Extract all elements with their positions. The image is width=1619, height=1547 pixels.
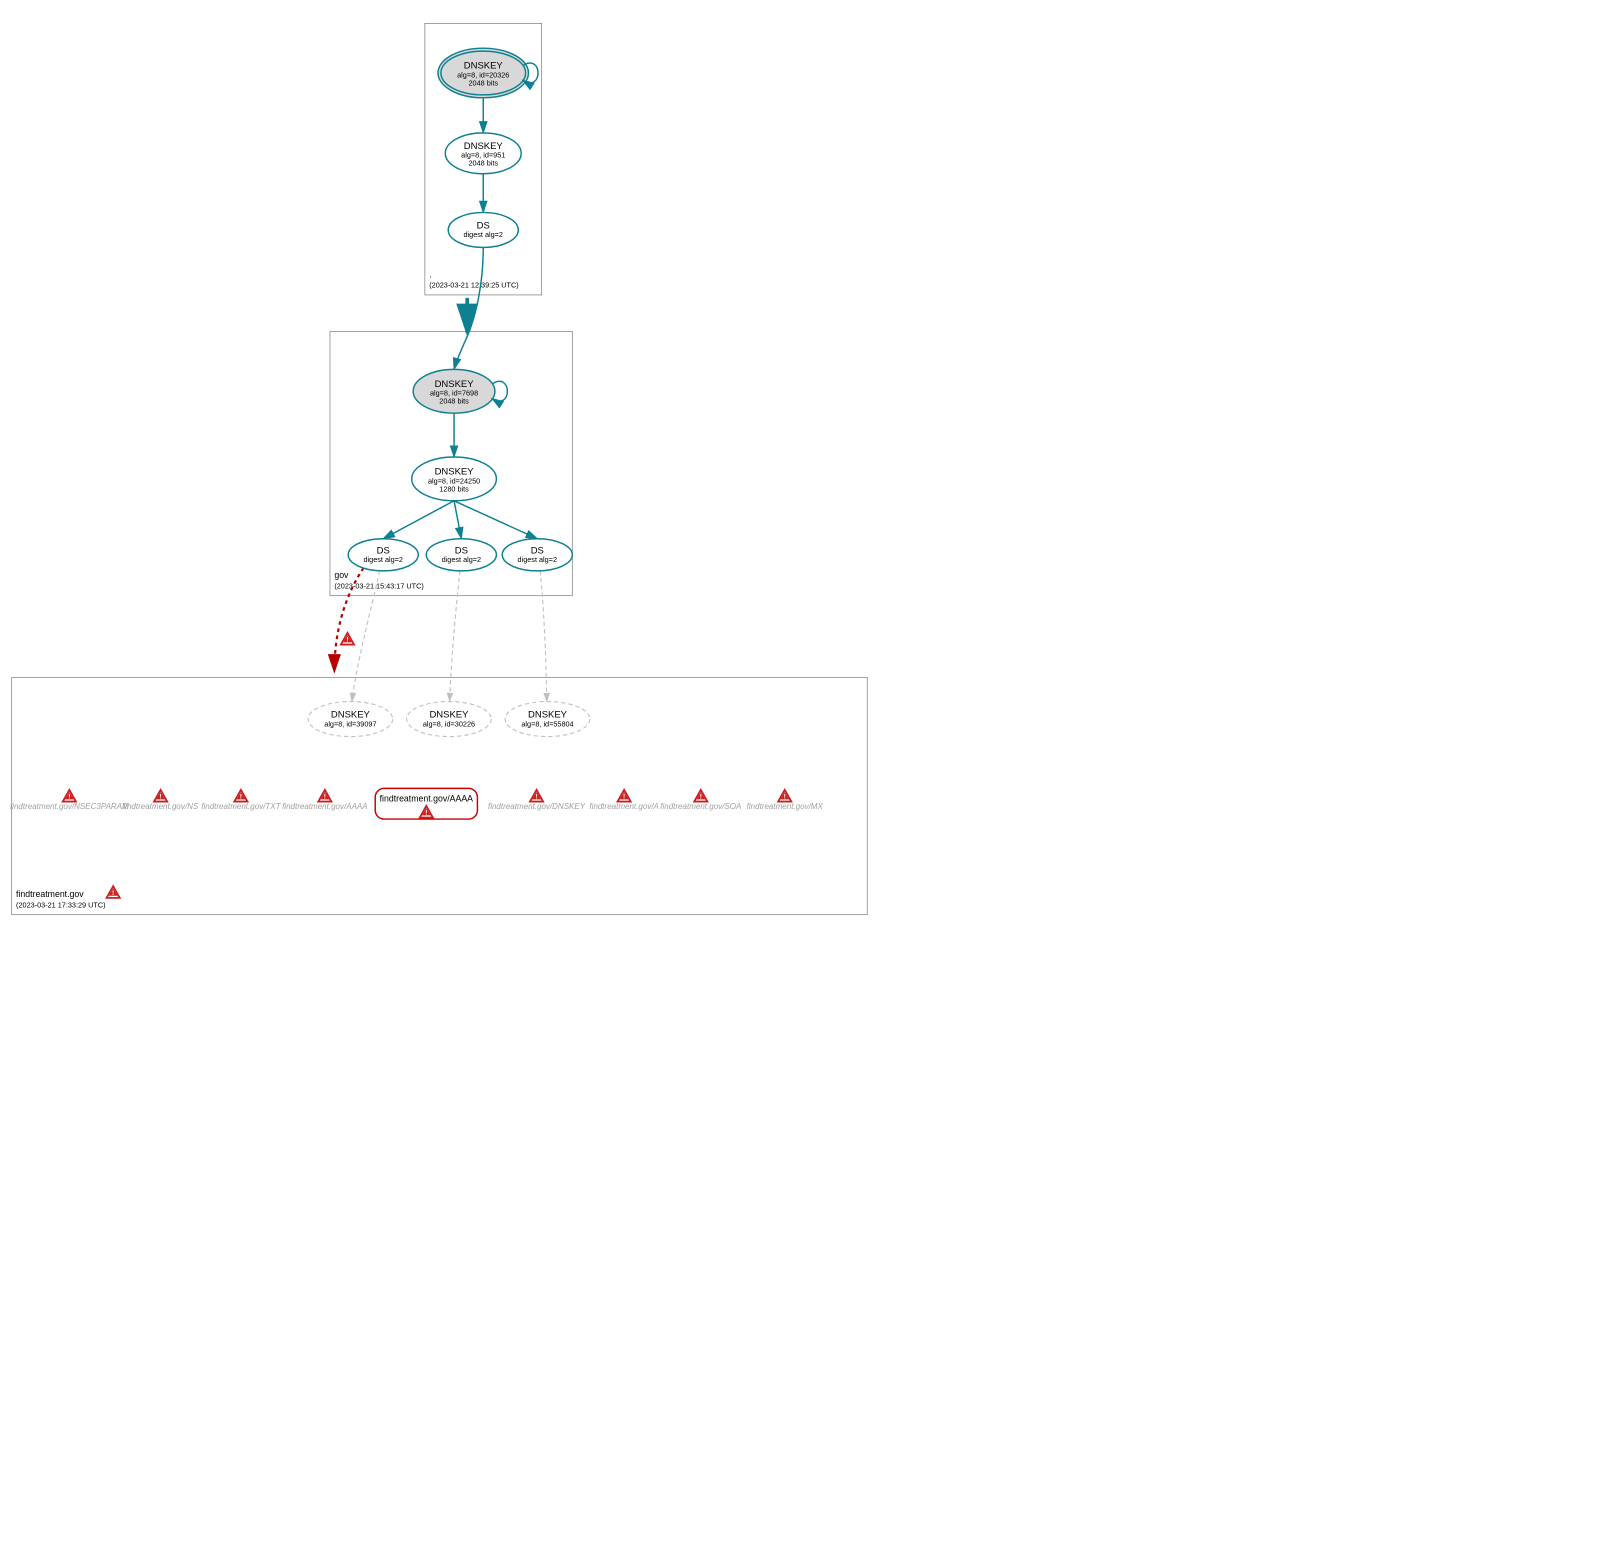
record-label-6: findtreatment.gov/A (589, 802, 659, 811)
svg-text:!: ! (160, 794, 162, 801)
warning-icon: ! (694, 790, 707, 802)
node-line3-root_zsk: 2048 bits (468, 159, 498, 168)
record-label-3: findtreatment.gov/AAAA (282, 802, 368, 811)
record-label-7: findtreatment.gov/SOA (660, 802, 741, 811)
edge-gov_zsk-gov_ds2 (454, 501, 461, 539)
warning-icon: ! (234, 790, 247, 802)
warning-icon: ! (530, 790, 543, 802)
zone-timestamp-gov: (2023-03-21 15:43:17 UTC) (334, 581, 423, 590)
node-gov_ksk: DNSKEYalg=8, id=76982048 bits (413, 369, 507, 413)
svg-text:!: ! (784, 794, 786, 801)
warning-icon: ! (778, 790, 791, 802)
svg-text:!: ! (623, 794, 625, 801)
warning-icon: ! (107, 886, 120, 898)
edge-gov_ds2-ft_key2 (450, 571, 460, 702)
node-line2-gov_ds1: digest alg=2 (364, 555, 403, 564)
node-line2-ft_key2: alg=8, id=30226 (423, 719, 475, 728)
edge-gov_ds3-ft_key3 (540, 571, 547, 702)
warning-icon: ! (63, 790, 76, 802)
record-7: !findtreatment.gov/SOA (660, 790, 741, 811)
warning-icon: ! (154, 790, 167, 802)
dnssec-diagram: .(2023-03-21 12:39:25 UTC)gov(2023-03-21… (0, 0, 1182, 1129)
record-label-5: findtreatment.gov/DNSKEY (488, 802, 586, 811)
svg-text:!: ! (68, 794, 70, 801)
svg-text:!: ! (346, 637, 348, 644)
edge-gov_zsk-gov_ds3 (454, 501, 537, 539)
svg-text:!: ! (425, 810, 427, 817)
node-gov_ds3: DSdigest alg=2 (502, 539, 572, 571)
record-4: findtreatment.gov/AAAA! (375, 788, 477, 819)
svg-text:!: ! (700, 794, 702, 801)
zone-timestamp-root: (2023-03-21 12:39:25 UTC) (429, 281, 518, 290)
node-root_ds: DSdigest alg=2 (448, 212, 518, 247)
svg-text:!: ! (240, 794, 242, 801)
node-root_zsk: DNSKEYalg=8, id=9512048 bits (445, 133, 521, 174)
record-0: !findtreatment.gov/NSEC3PARAM (10, 790, 129, 811)
node-line2-gov_ds2: digest alg=2 (442, 555, 481, 564)
warning-icon: ! (618, 790, 631, 802)
node-ft_key1: DNSKEYalg=8, id=39097 (308, 702, 393, 737)
node-line2-ft_key3: alg=8, id=55804 (521, 719, 573, 728)
record-3: !findtreatment.gov/AAAA (282, 790, 368, 811)
edge-gov_zsk-gov_ds1 (383, 501, 454, 539)
node-gov_ds1: DSdigest alg=2 (348, 539, 418, 571)
node-root_ksk: DNSKEYalg=8, id=203262048 bits (438, 48, 538, 98)
zone-label-root: . (429, 269, 431, 279)
node-line3-root_ksk: 2048 bits (468, 78, 498, 87)
zone-label-gov: gov (334, 570, 349, 580)
svg-text:!: ! (324, 794, 326, 801)
record-label-0: findtreatment.gov/NSEC3PARAM (10, 802, 129, 811)
svg-text:!: ! (535, 794, 537, 801)
warning-icon: ! (341, 633, 354, 645)
record-label-2: findtreatment.gov/TXT (201, 802, 281, 811)
node-line2-gov_ds3: digest alg=2 (518, 555, 557, 564)
zone-timestamp-findtreatment: (2023-03-21 17:33:29 UTC) (16, 900, 105, 909)
edge-gov_ds1-ft_key1 (352, 571, 380, 702)
record-label-8: findtreatment.gov/MX (747, 802, 824, 811)
record-2: !findtreatment.gov/TXT (201, 790, 281, 811)
node-gov_zsk: DNSKEYalg=8, id=242501280 bits (412, 457, 497, 501)
zone-label-findtreatment: findtreatment.gov (16, 889, 84, 899)
node-line2-ft_key1: alg=8, id=39097 (324, 719, 376, 728)
record-label-1: findtreatment.gov/NS (123, 802, 199, 811)
node-line2-root_ds: digest alg=2 (464, 230, 503, 239)
record-5: !findtreatment.gov/DNSKEY (488, 790, 586, 811)
record-6: !findtreatment.gov/A (589, 790, 659, 811)
svg-text:!: ! (112, 890, 114, 897)
record-1: !findtreatment.gov/NS (123, 790, 199, 811)
node-ft_key2: DNSKEYalg=8, id=30226 (407, 702, 492, 737)
node-ft_key3: DNSKEYalg=8, id=55804 (505, 702, 590, 737)
record-label-4: findtreatment.gov/AAAA (380, 794, 474, 804)
record-8: !findtreatment.gov/MX (747, 790, 824, 811)
warning-icon: ! (318, 790, 331, 802)
node-line3-gov_zsk: 1280 bits (439, 484, 469, 493)
node-line3-gov_ksk: 2048 bits (439, 397, 469, 406)
node-gov_ds2: DSdigest alg=2 (426, 539, 496, 571)
